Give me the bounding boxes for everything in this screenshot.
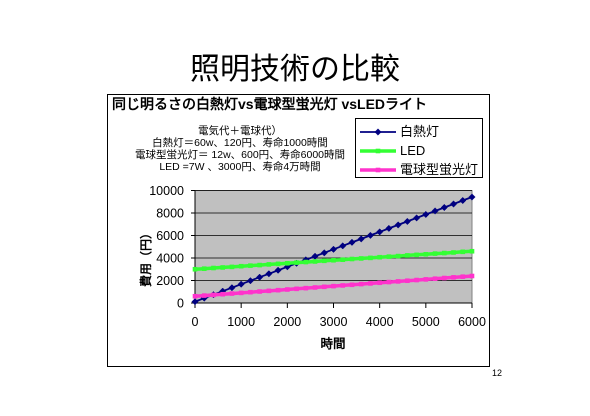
legend-swatch-marker xyxy=(374,127,382,136)
legend-swatch-marker xyxy=(375,167,381,172)
legend-label: 電球型蛍光灯 xyxy=(400,162,479,177)
legend-item: 電球型蛍光灯 xyxy=(356,160,482,179)
legend-item: 白熱灯 xyxy=(356,122,482,141)
x-axis-title: 時間 xyxy=(320,337,346,351)
legend-swatch xyxy=(360,148,396,153)
y-axis-title: 費用（円） xyxy=(139,226,153,287)
annotation-line: 電気代＋電球代） xyxy=(198,125,282,137)
annotation-line: 白熱灯＝60w、120円、寿命1000時間 xyxy=(152,137,328,149)
annotation-line: 電球型蛍光灯＝ 12w、600円、寿命6000時間 xyxy=(134,149,346,161)
legend-swatch xyxy=(360,127,396,136)
legend-label: 白熱灯 xyxy=(400,124,440,139)
legend-item: LED xyxy=(356,141,482,160)
legend-swatch xyxy=(360,167,396,172)
annotation-line: LED =7W 、3000円、寿命4万時間 xyxy=(159,161,321,173)
legend-label: LED xyxy=(400,143,426,158)
slide-title: 照明技術の比較 xyxy=(190,53,400,86)
chart-title: 同じ明るさの白熱灯vs電球型蛍光灯 vsLEDライト xyxy=(112,96,428,112)
chart-legend: 白熱灯 LED 電球型蛍光灯 xyxy=(355,118,483,178)
chart-annotation: 電気代＋電球代） 白熱灯＝60w、120円、寿命1000時間 電球型蛍光灯＝ 1… xyxy=(128,125,352,173)
page-number: 12 xyxy=(492,368,503,378)
legend-swatch-marker xyxy=(375,148,381,153)
